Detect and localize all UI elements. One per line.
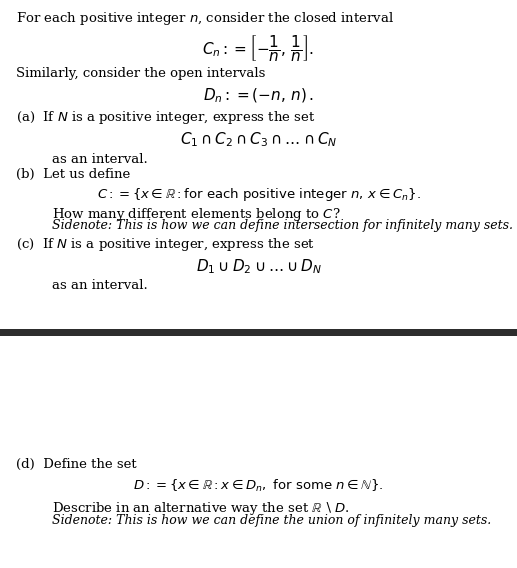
Text: Similarly, consider the open intervals: Similarly, consider the open intervals [16, 67, 265, 80]
Text: as an interval.: as an interval. [52, 153, 147, 166]
Text: (c)  If $N$ is a positive integer, express the set: (c) If $N$ is a positive integer, expres… [16, 236, 315, 253]
Text: $D_1 \cup D_2 \cup \ldots \cup D_N$: $D_1 \cup D_2 \cup \ldots \cup D_N$ [195, 257, 322, 276]
Text: (d)  Define the set: (d) Define the set [16, 458, 136, 471]
Text: Sidenote: This is how we can define the union of infinitely many sets.: Sidenote: This is how we can define the … [52, 514, 491, 527]
Text: $D_n := (-n,\, n)\,.$: $D_n := (-n,\, n)\,.$ [203, 86, 314, 105]
Text: For each positive integer $n$, consider the closed interval: For each positive integer $n$, consider … [16, 10, 393, 27]
Text: (a)  If $N$ is a positive integer, express the set: (a) If $N$ is a positive integer, expres… [16, 109, 315, 126]
Text: $C_1 \cap C_2 \cap C_3 \cap \ldots \cap C_N$: $C_1 \cap C_2 \cap C_3 \cap \ldots \cap … [180, 131, 337, 149]
Text: Describe in an alternative way the set $\mathbb{R} \setminus D$.: Describe in an alternative way the set $… [52, 500, 349, 517]
Text: $C_n := \left[-\dfrac{1}{n},\, \dfrac{1}{n}\right].$: $C_n := \left[-\dfrac{1}{n},\, \dfrac{1}… [203, 33, 314, 63]
Bar [0, 329, 517, 336]
Text: How many different elements belong to $C$?: How many different elements belong to $C… [52, 206, 340, 223]
Text: Sidenote: This is how we can define intersection for infinitely many sets.: Sidenote: This is how we can define inte… [52, 219, 513, 232]
Text: (b)  Let us define: (b) Let us define [16, 168, 130, 181]
Text: $C := \{x \in \mathbb{R} : \text{for each positive integer } n,\, x \in C_n\}.$: $C := \{x \in \mathbb{R} : \text{for eac… [97, 186, 420, 203]
Text: $D := \{x \in \mathbb{R} : x \in D_n, \text{ for some } n \in \mathbb{N}\}.$: $D := \{x \in \mathbb{R} : x \in D_n, \t… [133, 478, 384, 494]
Text: as an interval.: as an interval. [52, 279, 147, 293]
